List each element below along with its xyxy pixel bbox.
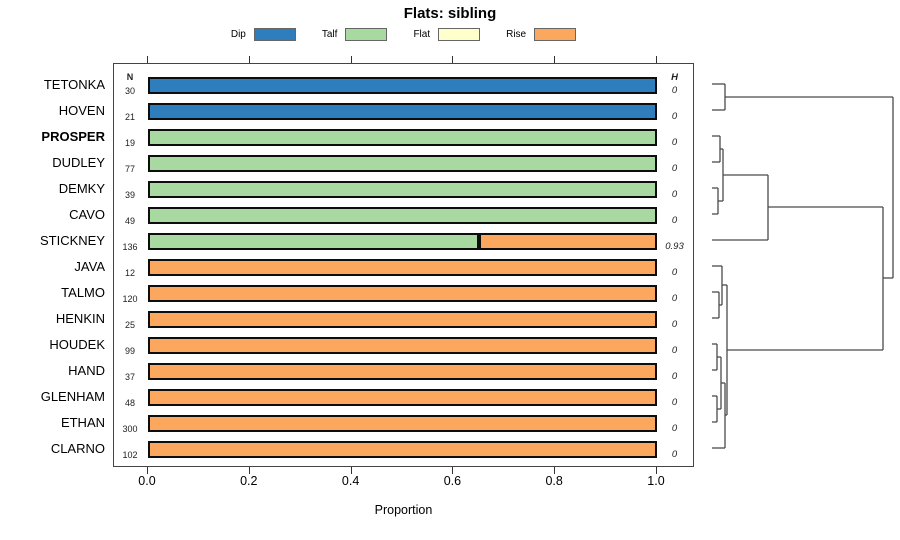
n-value: 12 [124,268,135,278]
n-value: 48 [124,398,135,408]
y-label: STICKNEY [39,233,105,248]
x-tick-top [350,56,352,63]
y-label: PROSPER [41,129,105,144]
x-tick-label: 1.0 [647,474,665,488]
h-value: 0 [671,293,678,304]
n-value: 99 [124,346,135,356]
n-value: 120 [122,294,138,304]
h-value: 0 [671,319,678,330]
h-value: 0 [671,397,678,408]
x-tick-top [248,56,250,63]
bar-segment [148,285,657,302]
y-label: CLARNO [50,441,105,456]
h-value: 0 [671,371,678,382]
bar-segment [148,415,657,432]
bar-segment [148,259,657,276]
y-label: JAVA [74,259,105,274]
h-value: 0 [671,215,678,226]
y-label: CAVO [69,207,105,222]
n-value: 102 [122,450,138,460]
n-value: 19 [124,138,135,148]
x-tick-label: 0.8 [545,474,563,488]
x-tick-top [452,56,454,63]
y-label: HOUDEK [49,337,105,352]
x-tick-top [554,56,556,63]
bar-segment [148,103,657,120]
legend: Dip Talf Flat Rise [113,26,694,42]
n-value: 77 [124,164,135,174]
n-value: 300 [122,424,138,434]
legend-swatch [345,27,388,41]
y-label: HENKIN [55,311,105,326]
legend-swatch [534,27,577,41]
bar-segment [148,207,657,224]
legend-swatch [438,27,481,41]
bar-segment [148,181,657,198]
bar-segment [148,337,657,354]
x-tick-top [147,56,148,63]
legend-label: Talf [321,28,338,40]
x-tick-label: 0.4 [341,474,360,488]
n-value: 39 [124,190,135,200]
x-tick-bottom [656,467,657,474]
bar-segment [148,129,657,146]
legend-label: Rise [506,28,527,40]
chart-title: Flats: sibling [403,5,497,22]
bar-segment [148,441,657,458]
x-tick-label: 0.0 [138,474,156,488]
bar-segment [148,233,479,250]
h-column-header: H [671,72,678,83]
y-label: TALMO [61,285,105,300]
legend-item: Dip [230,27,296,41]
legend-item: Flat [413,27,481,41]
h-value: 0 [671,449,678,460]
n-value: 21 [124,112,135,122]
legend-item: Talf [321,27,388,41]
x-tick-label: 0.6 [443,474,462,488]
n-column-header: N [126,72,134,82]
h-value: 0 [671,85,678,96]
bar-segment [148,363,657,380]
h-value: 0 [671,137,678,148]
y-label: ETHAN [60,415,105,430]
x-tick-top [656,56,657,63]
legend-label: Flat [413,28,431,40]
bar-segment [478,233,657,250]
bar-segment [148,77,657,94]
x-tick-label: 0.2 [240,474,258,488]
n-value: 30 [124,86,135,96]
x-tick-bottom [452,467,454,474]
bar-segment [148,389,657,406]
y-label: GLENHAM [40,389,105,404]
y-label: DEMKY [58,181,105,196]
y-label: HOVEN [58,103,105,118]
legend-label: Dip [230,28,246,40]
n-value: 136 [122,242,138,252]
legend-swatch [253,27,296,41]
n-value: 37 [124,372,135,382]
x-tick-bottom [147,467,148,474]
h-value: 0.93 [665,241,684,252]
h-value: 0 [671,345,678,356]
h-value: 0 [671,111,678,122]
h-value: 0 [671,189,678,200]
x-tick-bottom [554,467,556,474]
x-tick-bottom [350,467,352,474]
n-value: 25 [124,320,135,330]
legend-item: Rise [506,27,577,41]
y-label: HAND [68,363,105,378]
bar-segment [148,311,657,328]
h-value: 0 [671,163,678,174]
plot-area: N H 30 0 21 0 19 0 77 0 39 0 49 0 136 0.93 12 0 120 0 25 0 99 0… [113,63,694,467]
n-value: 49 [124,216,135,226]
x-tick-bottom [248,467,250,474]
x-axis-title: Proportion [374,503,433,517]
dendrogram [712,83,894,449]
y-label: DUDLEY [52,155,105,170]
h-value: 0 [671,423,678,434]
y-label: TETONKA [43,77,105,92]
h-value: 0 [671,267,678,278]
bar-segment [148,155,657,172]
